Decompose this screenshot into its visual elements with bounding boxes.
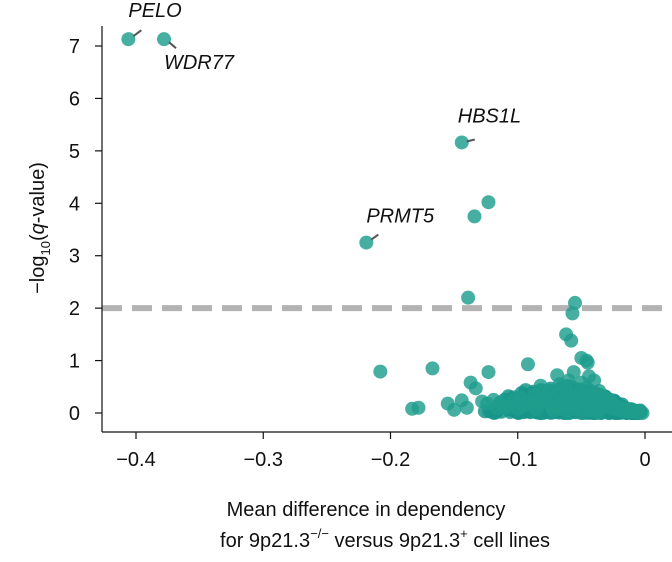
data-point xyxy=(467,209,482,224)
labeled-point-hbs1l xyxy=(454,135,469,150)
data-point xyxy=(481,195,496,210)
x-axis-title-line1: Mean difference in dependency xyxy=(227,499,506,521)
data-point xyxy=(405,401,420,416)
labeled-point-wdr77 xyxy=(156,32,171,47)
data-point xyxy=(590,405,605,420)
x-title-part-2: versus 9p21.3 xyxy=(329,530,460,552)
x-tick-label: −0.3 xyxy=(244,449,283,471)
y-tick-label: 2 xyxy=(69,298,80,320)
data-point xyxy=(520,357,535,372)
labeled-point-prmt5 xyxy=(359,235,374,250)
x-title-sup-2: + xyxy=(460,526,468,541)
data-point xyxy=(529,402,544,417)
y-tick-label: 1 xyxy=(69,351,80,373)
leader-line-hbs1l xyxy=(466,138,476,143)
data-point xyxy=(447,402,462,417)
data-point xyxy=(580,355,595,370)
data-point xyxy=(425,361,440,376)
x-title-part-3: cell lines xyxy=(468,530,550,552)
data-point xyxy=(461,290,476,305)
data-point xyxy=(566,365,581,380)
gene-labels-layer: PELO WDR77 HBS1L PRMT5 xyxy=(128,0,521,241)
y-axis-title: −log10(q-value) xyxy=(27,162,53,294)
x-tick-label: 0 xyxy=(639,449,650,471)
data-point xyxy=(568,295,583,310)
gene-label-prmt5: PRMT5 xyxy=(366,206,435,228)
x-title-part-1: for 9p21.3 xyxy=(220,530,310,552)
leader-line-prmt5 xyxy=(370,233,379,241)
leader-line-pelo xyxy=(132,29,142,37)
gene-label-pelo: PELO xyxy=(128,0,181,22)
data-point xyxy=(565,306,580,321)
points-layer xyxy=(121,32,650,420)
axes-layer: −0.4 −0.3 −0.2 −0.1 0 0 1 2 3 4 5 6 7 xyxy=(69,26,672,471)
y-title-part-3: -value) xyxy=(27,162,49,223)
y-title-sub: 10 xyxy=(38,241,53,255)
gene-label-wdr77: WDR77 xyxy=(164,52,235,74)
data-point xyxy=(490,401,505,416)
y-tick-label: 3 xyxy=(69,246,80,268)
labeled-point-pelo xyxy=(121,32,136,47)
data-point xyxy=(510,401,525,416)
leader-line-wdr77 xyxy=(168,41,177,49)
y-tick-label: 6 xyxy=(69,88,80,110)
data-point xyxy=(635,406,650,420)
x-tick-label: −0.1 xyxy=(498,449,537,471)
data-point xyxy=(481,365,496,380)
data-point xyxy=(468,381,483,396)
x-title-sup-1: −/− xyxy=(310,526,329,541)
y-title-part-2: ( xyxy=(27,234,49,241)
data-point xyxy=(373,364,388,379)
x-tick-label: −0.2 xyxy=(371,449,410,471)
y-tick-label: 5 xyxy=(69,141,80,163)
x-tick-label: −0.4 xyxy=(116,449,155,471)
y-title-part-1: −log xyxy=(27,256,49,294)
data-point xyxy=(587,373,602,388)
y-tick-label: 7 xyxy=(69,36,80,58)
y-tick-label: 0 xyxy=(69,403,80,425)
gene-label-hbs1l: HBS1L xyxy=(458,105,521,127)
data-point xyxy=(564,333,579,348)
y-tick-label: 4 xyxy=(69,193,80,215)
y-title-q: q xyxy=(27,223,49,234)
data-point xyxy=(459,400,474,415)
x-axis-title-line2: for 9p21.3−/− versus 9p21.3+ cell lines xyxy=(220,526,550,552)
